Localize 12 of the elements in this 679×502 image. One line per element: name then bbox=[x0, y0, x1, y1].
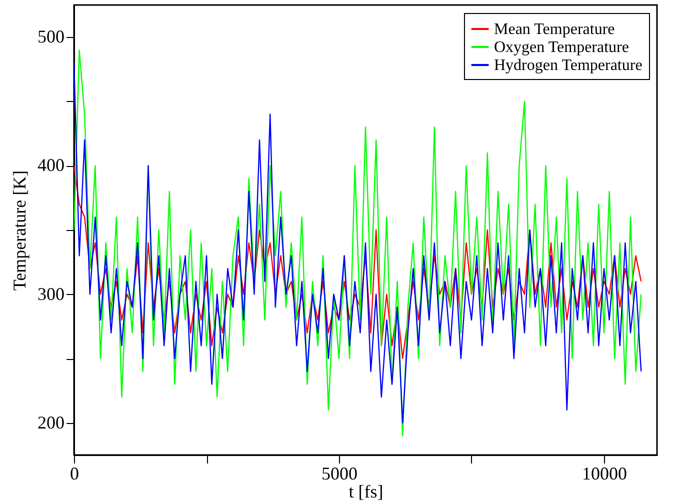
y-axis-title: Temperature [K] bbox=[10, 170, 30, 291]
y-tick-label: 500 bbox=[38, 26, 64, 47]
y-tick-label: 200 bbox=[38, 412, 64, 432]
y-tick-label: 400 bbox=[38, 155, 64, 176]
x-tick-label: 5000 bbox=[322, 464, 358, 484]
x-axis-title: t [fs] bbox=[348, 482, 384, 502]
legend-label: Hydrogen Temperature bbox=[494, 57, 642, 74]
legend-label: Oxygen Temperature bbox=[494, 39, 629, 56]
x-tick-label: 0 bbox=[70, 464, 79, 484]
y-tick-label: 300 bbox=[38, 284, 64, 304]
legend-label: Mean Temperature bbox=[494, 21, 615, 38]
x-tick-label: 10000 bbox=[582, 464, 627, 484]
